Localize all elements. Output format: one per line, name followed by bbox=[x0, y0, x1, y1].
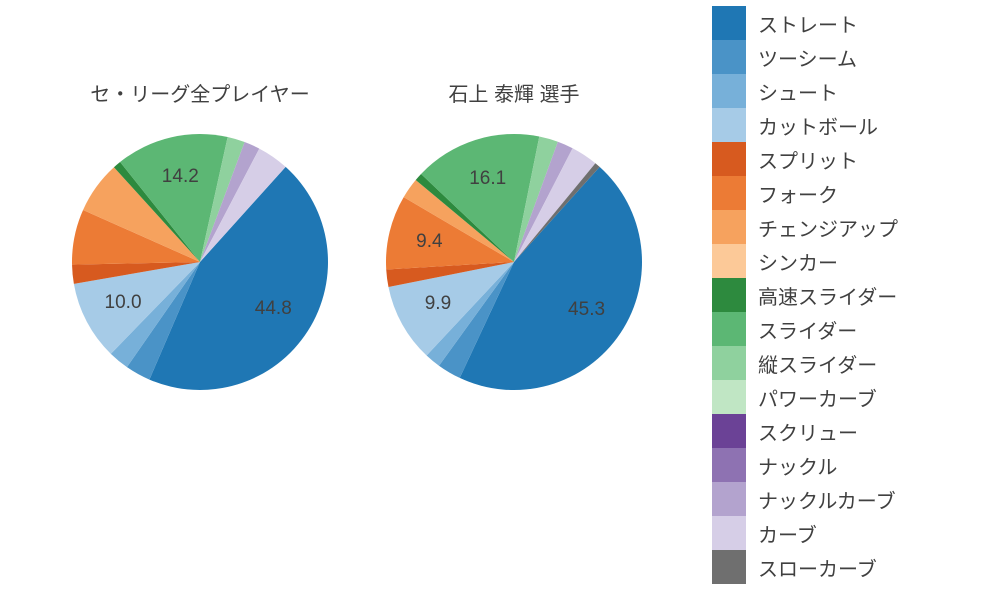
legend-item-slow_curve: スローカーブ bbox=[712, 550, 982, 584]
legend-swatch bbox=[712, 176, 746, 210]
legend-item-slider: スライダー bbox=[712, 312, 982, 346]
legend-swatch bbox=[712, 40, 746, 74]
legend-item-straight: ストレート bbox=[712, 6, 982, 40]
legend-swatch bbox=[712, 6, 746, 40]
legend-swatch bbox=[712, 516, 746, 550]
legend-item-knuckle: ナックル bbox=[712, 448, 982, 482]
legend-swatch bbox=[712, 346, 746, 380]
legend-label: 高速スライダー bbox=[758, 281, 897, 310]
legend-swatch bbox=[712, 448, 746, 482]
legend-swatch bbox=[712, 380, 746, 414]
legend-label: シュート bbox=[758, 77, 838, 106]
legend-item-power_curve: パワーカーブ bbox=[712, 380, 982, 414]
legend-label: スプリット bbox=[758, 145, 858, 174]
legend-label: ツーシーム bbox=[758, 43, 857, 72]
legend-label: ナックル bbox=[758, 451, 837, 480]
chart-stage: { "type": "pie-comparison", "background_… bbox=[0, 0, 1000, 600]
legend-label: ストレート bbox=[758, 9, 858, 38]
legend-item-vslider: 縦スライダー bbox=[712, 346, 982, 380]
legend-label: シンカー bbox=[758, 247, 838, 276]
legend-label: ナックルカーブ bbox=[758, 485, 896, 514]
legend-item-changeup: チェンジアップ bbox=[712, 210, 982, 244]
legend-swatch bbox=[712, 108, 746, 142]
legend-item-split: スプリット bbox=[712, 142, 982, 176]
legend-item-fast_slider: 高速スライダー bbox=[712, 278, 982, 312]
legend-label: 縦スライダー bbox=[758, 349, 877, 378]
legend-label: スローカーブ bbox=[758, 553, 877, 582]
legend-swatch bbox=[712, 482, 746, 516]
legend-swatch bbox=[712, 278, 746, 312]
legend-label: スクリュー bbox=[758, 417, 858, 446]
legend-swatch bbox=[712, 244, 746, 278]
legend-swatch bbox=[712, 312, 746, 346]
legend-item-knuckle_curve: ナックルカーブ bbox=[712, 482, 982, 516]
legend-item-curve: カーブ bbox=[712, 516, 982, 550]
legend-item-two_seam: ツーシーム bbox=[712, 40, 982, 74]
legend-item-shoot: シュート bbox=[712, 74, 982, 108]
legend-item-screw: スクリュー bbox=[712, 414, 982, 448]
legend-label: カットボール bbox=[758, 111, 878, 140]
legend-label: チェンジアップ bbox=[758, 213, 898, 242]
legend-swatch bbox=[712, 74, 746, 108]
legend-swatch bbox=[712, 210, 746, 244]
legend-item-sinker: シンカー bbox=[712, 244, 982, 278]
legend-swatch bbox=[712, 142, 746, 176]
legend-swatch bbox=[712, 550, 746, 584]
legend-label: カーブ bbox=[758, 519, 817, 548]
legend-item-cut_ball: カットボール bbox=[712, 108, 982, 142]
legend-label: スライダー bbox=[758, 315, 857, 344]
legend-label: フォーク bbox=[758, 179, 838, 208]
legend-swatch bbox=[712, 414, 746, 448]
legend-item-fork: フォーク bbox=[712, 176, 982, 210]
legend: ストレートツーシームシュートカットボールスプリットフォークチェンジアップシンカー… bbox=[702, 0, 982, 590]
legend-label: パワーカーブ bbox=[758, 383, 877, 412]
